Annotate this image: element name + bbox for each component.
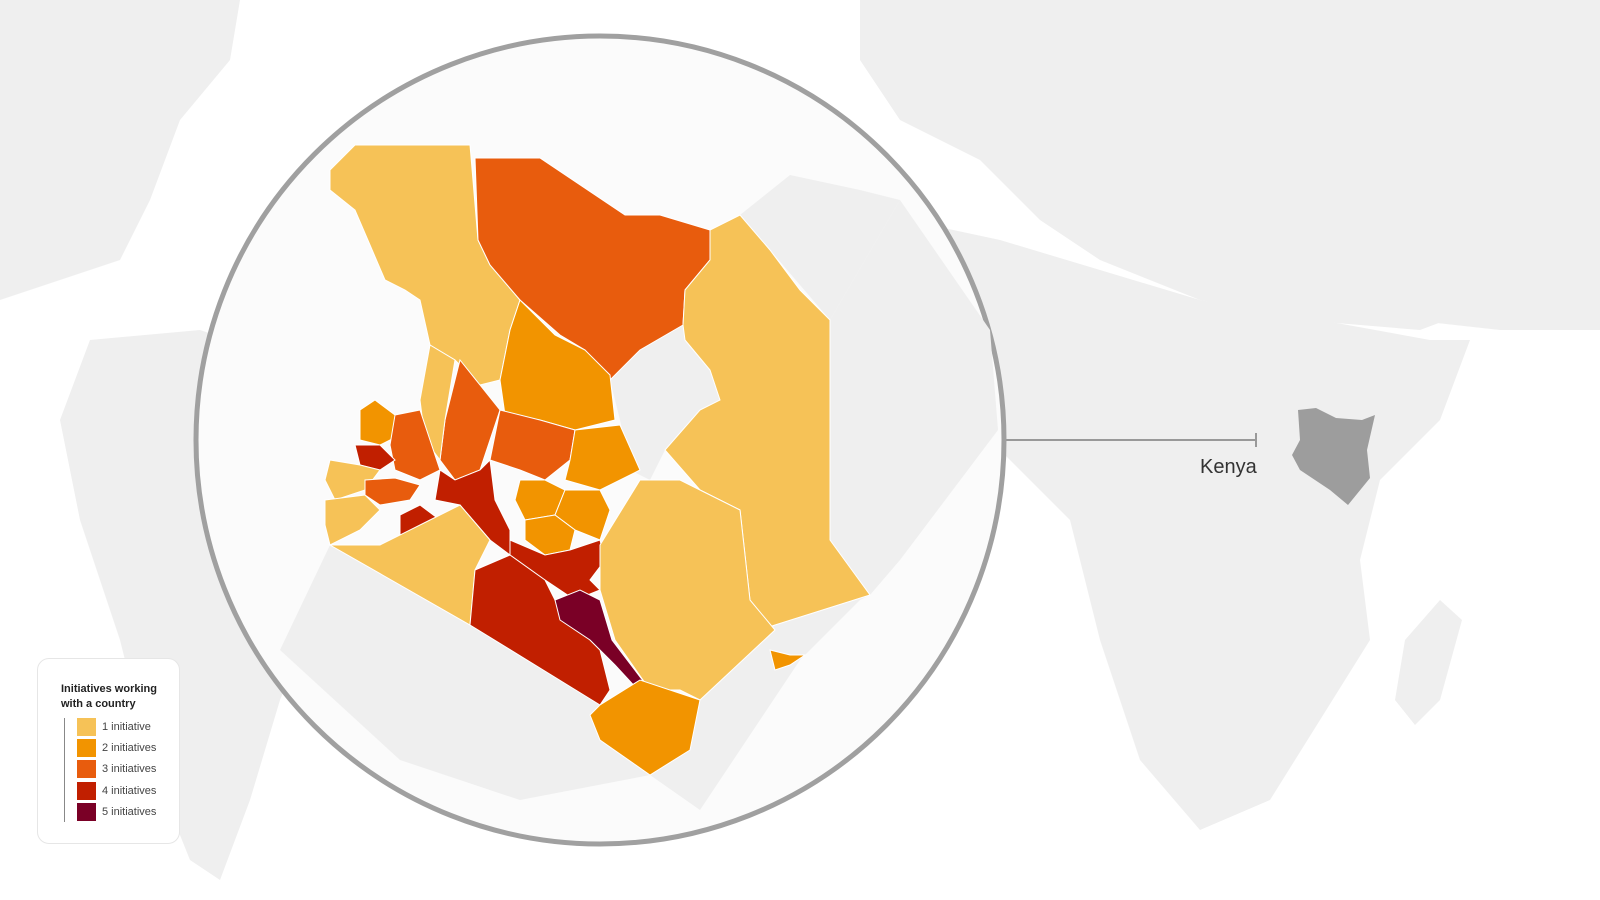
kenya-locator-shape <box>1292 408 1375 505</box>
legend-swatch <box>77 803 96 821</box>
legend-item: 5 initiatives <box>77 803 156 821</box>
country-label: Kenya <box>1200 456 1257 478</box>
legend-label: 2 initiatives <box>102 742 157 754</box>
legend-swatch <box>77 760 96 778</box>
county-kakamega <box>354 444 396 471</box>
legend-label: 3 initiatives <box>102 763 157 775</box>
legend-label: 4 initiatives <box>102 785 157 797</box>
tanzania-land <box>280 545 870 810</box>
lake-region-land <box>610 325 720 480</box>
legend-item: 1 initiative <box>77 718 151 736</box>
county-lamu-coast <box>769 649 807 671</box>
neighbor-land <box>280 175 998 810</box>
legend-divider <box>64 718 65 822</box>
kenya-counties <box>324 144 871 776</box>
county-elgeyo <box>389 409 441 481</box>
legend-label: 1 initiative <box>102 721 151 733</box>
legend-item: 3 initiatives <box>77 760 156 778</box>
legend-title: Initiatives working with a country <box>61 683 157 710</box>
legend-label: 5 initiatives <box>102 806 157 818</box>
madagascar-land <box>1395 600 1462 725</box>
legend-swatch <box>77 739 96 757</box>
legend-swatch <box>77 782 96 800</box>
county-taita-kwale <box>589 679 701 776</box>
ethiopia-land <box>740 175 900 320</box>
county-marsabit <box>474 157 711 381</box>
legend-item: 2 initiatives <box>77 739 156 757</box>
county-nakuru <box>434 458 511 556</box>
legend: Initiatives working with a country 1 ini… <box>37 658 180 844</box>
county-kitui-tana <box>599 479 776 701</box>
legend-item: 4 initiatives <box>77 782 156 800</box>
county-laikipia <box>489 409 576 481</box>
somalia-land <box>830 200 998 595</box>
county-siaya <box>324 494 381 546</box>
legend-swatch <box>77 718 96 736</box>
county-westpokot <box>419 344 456 462</box>
north-america-land <box>0 0 240 300</box>
arabia-land <box>1280 150 1600 330</box>
